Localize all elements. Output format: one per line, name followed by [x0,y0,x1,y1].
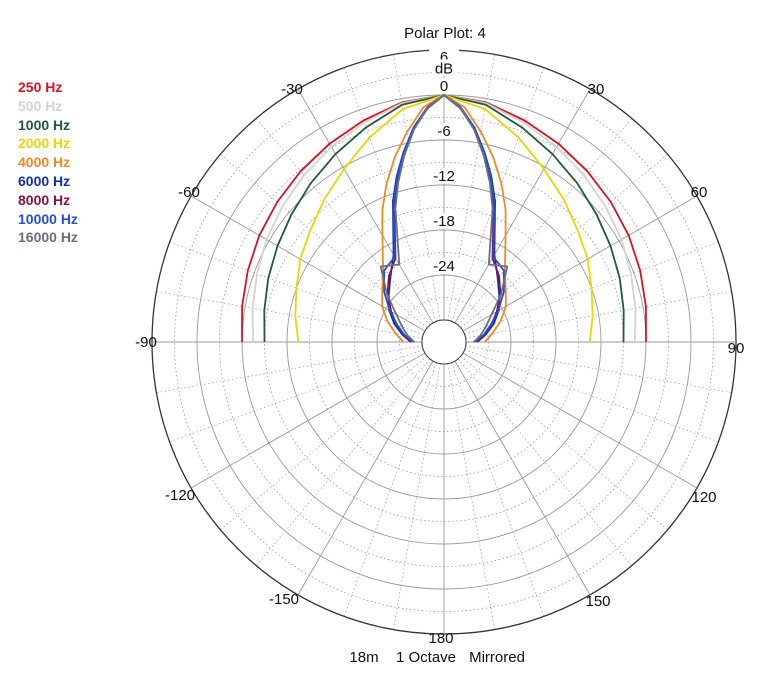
spoke [343,362,437,617]
radial-tick-label: -18 [433,213,455,230]
unit-bg [432,59,456,76]
angle-tick-label: -150 [269,591,299,608]
legend-item: 2000 Hz [18,135,71,152]
radial-tick-bg [429,78,459,94]
spoke [462,195,698,332]
radial-tick-label: -24 [433,258,455,275]
angle-tick-label: 120 [691,489,716,506]
angle-tick-label: 30 [588,81,605,98]
spoke [169,349,424,443]
spoke [465,345,732,394]
polar-grid [151,49,737,635]
legend-item: 1000 Hz [18,116,71,133]
spoke [297,360,434,596]
spoke [457,358,632,566]
spoke [454,88,591,324]
radial-tick-bg [429,213,459,229]
radial-tick-label: -6 [437,123,450,140]
angle-tick-label: -120 [165,487,195,504]
spoke [297,88,434,324]
spoke [256,118,431,326]
radial-tick-bg [429,168,459,184]
polar-curves [241,94,647,343]
center-disk [421,319,467,365]
legend-item: 6000 Hz [18,172,71,189]
legend-item: 250 Hz [18,79,63,95]
spoke [256,358,431,566]
spoke [156,345,423,394]
spoke [447,54,496,321]
angle-tick-label: 180 [428,630,453,647]
spoke [454,360,591,596]
spoke [220,154,428,329]
spoke [156,290,423,339]
radial-tick-label: 6 [440,49,448,66]
subtitle-mode: Mirrored [469,649,525,666]
legend-item: 500 Hz [18,97,63,114]
spoke [190,195,426,332]
spoke [462,352,698,489]
spoke [220,355,428,530]
radial-tick-bg [429,123,459,139]
spoke [451,362,545,617]
spoke [464,349,719,443]
angle-tick-label: 90 [728,340,745,357]
radial-tick-label: -12 [433,168,455,185]
angle-tick-label: -30 [281,81,303,98]
spoke [457,118,632,326]
legend-item: 16000 Hz [18,229,78,246]
series-line-16000-hz [379,94,509,343]
spoke [190,352,426,489]
spoke [169,241,424,335]
legend-item: 10000 Hz [18,210,78,227]
angle-tick-label: 60 [691,184,708,201]
spoke [451,67,545,322]
spoke [392,54,441,321]
chart-title: Polar Plot: 4 [404,25,486,42]
spoke [460,355,668,530]
spoke [460,154,668,329]
spoke [343,67,437,322]
angle-tick-label: -60 [178,184,200,201]
legend: 250 Hz 500 Hz 1000 Hz 2000 Hz 4000 Hz 6000 Hz… [18,78,78,247]
spoke [392,363,441,630]
radial-unit-label: dB [435,61,453,78]
subtitle-distance: 18m [349,649,378,666]
legend-item: 8000 Hz [18,191,71,208]
radial-tick-label: 0 [440,78,448,95]
angle-tick-label: 150 [585,593,610,610]
spoke [447,363,496,630]
radial-tick-bg [429,258,459,274]
angle-tick-label: -90 [135,334,157,351]
legend-item: 4000 Hz [18,154,71,171]
spoke [465,290,732,339]
spoke [464,241,719,335]
subtitle-bandwidth: 1 Octave [396,649,456,666]
